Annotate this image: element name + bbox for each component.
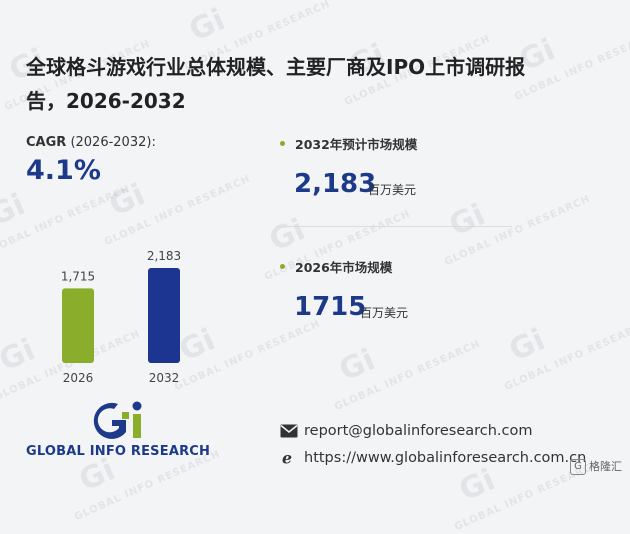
cagr-period: (2026-2032): <box>70 135 156 150</box>
bar-2032 <box>148 268 180 363</box>
stat-2032: 2032年预计市场规模 2,183 百万美元 <box>280 133 418 199</box>
stat-2032-value: 2,183 <box>294 169 377 199</box>
website-text[interactable]: https://www.globalinforesearch.com.cn <box>304 450 587 466</box>
cagr-value: 4.1% <box>26 155 101 186</box>
contact-website[interactable]: e https://www.globalinforesearch.com.cn <box>280 450 586 466</box>
stat-2026-value: 1715 <box>294 292 367 322</box>
divider <box>276 226 512 227</box>
brand-name: GLOBAL INFO RESEARCH <box>26 444 211 459</box>
watermark: Gi GLOBAL INFO RESEARCH <box>102 173 253 248</box>
source-badge: G 格隆汇 <box>570 458 622 475</box>
badge-icon: G <box>570 459 586 475</box>
brand-logo: GLOBAL INFO RESEARCH <box>26 398 226 468</box>
svg-text:e: e <box>282 451 292 465</box>
stat-2026: 2026年市场规模 1715 百万美元 <box>280 256 408 322</box>
bar-value-label: 1,715 <box>61 269 95 283</box>
contact-email[interactable]: report@globalinforesearch.com <box>280 423 533 439</box>
watermark: Gi GLOBAL INFO RESEARCH <box>442 193 593 268</box>
stat-2032-label: 2032年预计市场规模 <box>295 137 418 152</box>
bar-chart: 1,715 2026 2,183 2032 <box>61 249 181 385</box>
report-title-line2: 告，2026-2032 <box>26 89 186 113</box>
report-title: 全球格斗游戏行业总体规模、主要厂商及IPO上市调研报 告，2026-2032 <box>26 50 586 118</box>
x-tick-label: 2026 <box>63 371 94 385</box>
watermark: Gi GLOBAL INFO RESEARCH <box>502 318 630 393</box>
cagr-label: CAGR (2026-2032): <box>26 135 156 150</box>
report-title-line1: 全球格斗游戏行业总体规模、主要厂商及IPO上市调研报 <box>26 55 526 79</box>
cagr-label-text: CAGR <box>26 135 67 150</box>
browser-e-icon: e <box>282 451 292 465</box>
bullet-dot <box>280 141 285 146</box>
gi-logo-icon <box>93 401 142 439</box>
stat-2026-label: 2026年市场规模 <box>295 260 393 275</box>
badge-text: 格隆汇 <box>589 460 622 473</box>
email-text[interactable]: report@globalinforesearch.com <box>304 423 533 439</box>
bar-2026 <box>62 288 94 363</box>
stat-2032-unit: 百万美元 <box>368 183 417 197</box>
bullet-dot <box>280 264 285 269</box>
x-tick-label: 2032 <box>149 371 180 385</box>
mail-icon <box>280 424 298 438</box>
bar-value-label: 2,183 <box>147 249 181 263</box>
stat-2026-unit: 百万美元 <box>360 306 409 320</box>
